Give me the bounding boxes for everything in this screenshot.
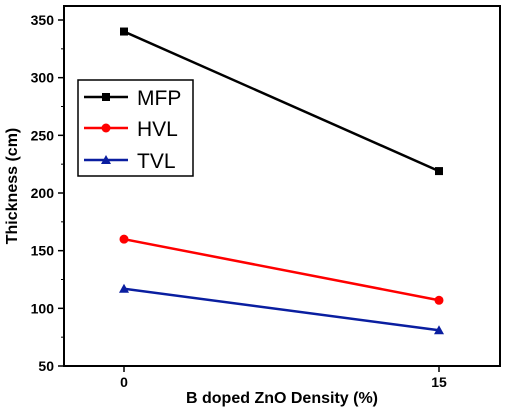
y-tick-label: 300 bbox=[31, 70, 55, 86]
data-point-mfp bbox=[120, 27, 128, 36]
y-tick-label: 150 bbox=[31, 243, 55, 259]
data-point-tvl bbox=[434, 325, 444, 335]
legend: MFP HVL TVL bbox=[77, 79, 194, 177]
x-axis-title: B doped ZnO Density (%) bbox=[186, 390, 378, 407]
legend-label-mfp: MFP bbox=[137, 87, 181, 110]
x-tick-label: 15 bbox=[431, 374, 447, 390]
series-line-hvl bbox=[123, 237, 440, 302]
plot-frame bbox=[63, 5, 501, 367]
series-layer bbox=[119, 27, 444, 335]
x-tick-label: 0 bbox=[120, 374, 128, 390]
y-axis: 50 100 150 200 250 300 350 bbox=[31, 12, 64, 374]
data-point-hvl bbox=[119, 234, 129, 244]
y-tick-label: 100 bbox=[31, 300, 55, 316]
series-line-tvl bbox=[123, 287, 440, 332]
legend-marker-tvl bbox=[101, 155, 111, 164]
legend-label-hvl: HVL bbox=[137, 118, 178, 141]
series-line-mfp bbox=[123, 30, 440, 173]
y-axis-title: Thickness (cm) bbox=[4, 128, 21, 244]
data-point-hvl bbox=[434, 295, 444, 305]
y-tick-label: 200 bbox=[31, 185, 55, 201]
y-tick-label: 250 bbox=[31, 127, 55, 143]
data-point-mfp bbox=[435, 167, 443, 176]
data-point-tvl bbox=[119, 283, 129, 293]
y-tick-label: 350 bbox=[31, 12, 55, 28]
legend-marker-mfp bbox=[102, 93, 110, 101]
legend-label-tvl: TVL bbox=[137, 150, 176, 173]
x-axis: 0 15 bbox=[120, 366, 447, 390]
legend-marker-hvl bbox=[101, 123, 111, 133]
y-tick-label: 50 bbox=[38, 358, 54, 374]
